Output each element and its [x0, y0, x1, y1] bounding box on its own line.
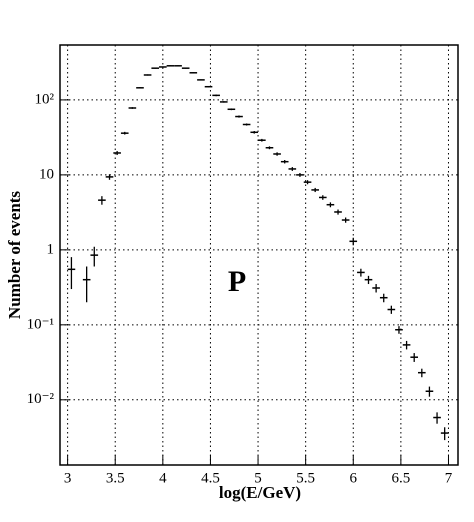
x-tick-label: 4 [159, 470, 167, 486]
x-tick-label: 4.5 [201, 470, 220, 486]
y-tick-label: 10⁻¹ [27, 316, 54, 332]
y-tick-label: 10 [39, 166, 54, 182]
y-tick-label: 1 [47, 241, 55, 257]
y-tick-label: 10² [35, 91, 55, 107]
y-tick-label: 10⁻² [27, 391, 55, 407]
x-tick-label: 7 [445, 470, 453, 486]
x-tick-label: 6 [350, 470, 358, 486]
annotation: P [228, 265, 246, 298]
x-tick-label: 3.5 [106, 470, 125, 486]
x-tick-label: 5 [254, 470, 262, 486]
x-tick-label: 6.5 [391, 470, 410, 486]
x-tick-label: 5.5 [296, 470, 315, 486]
plot-frame [59, 44, 459, 466]
y-axis-label: Number of events [5, 191, 24, 319]
x-tick-label: 3 [64, 470, 72, 486]
x-axis-label: log(E/GeV) [219, 483, 301, 502]
